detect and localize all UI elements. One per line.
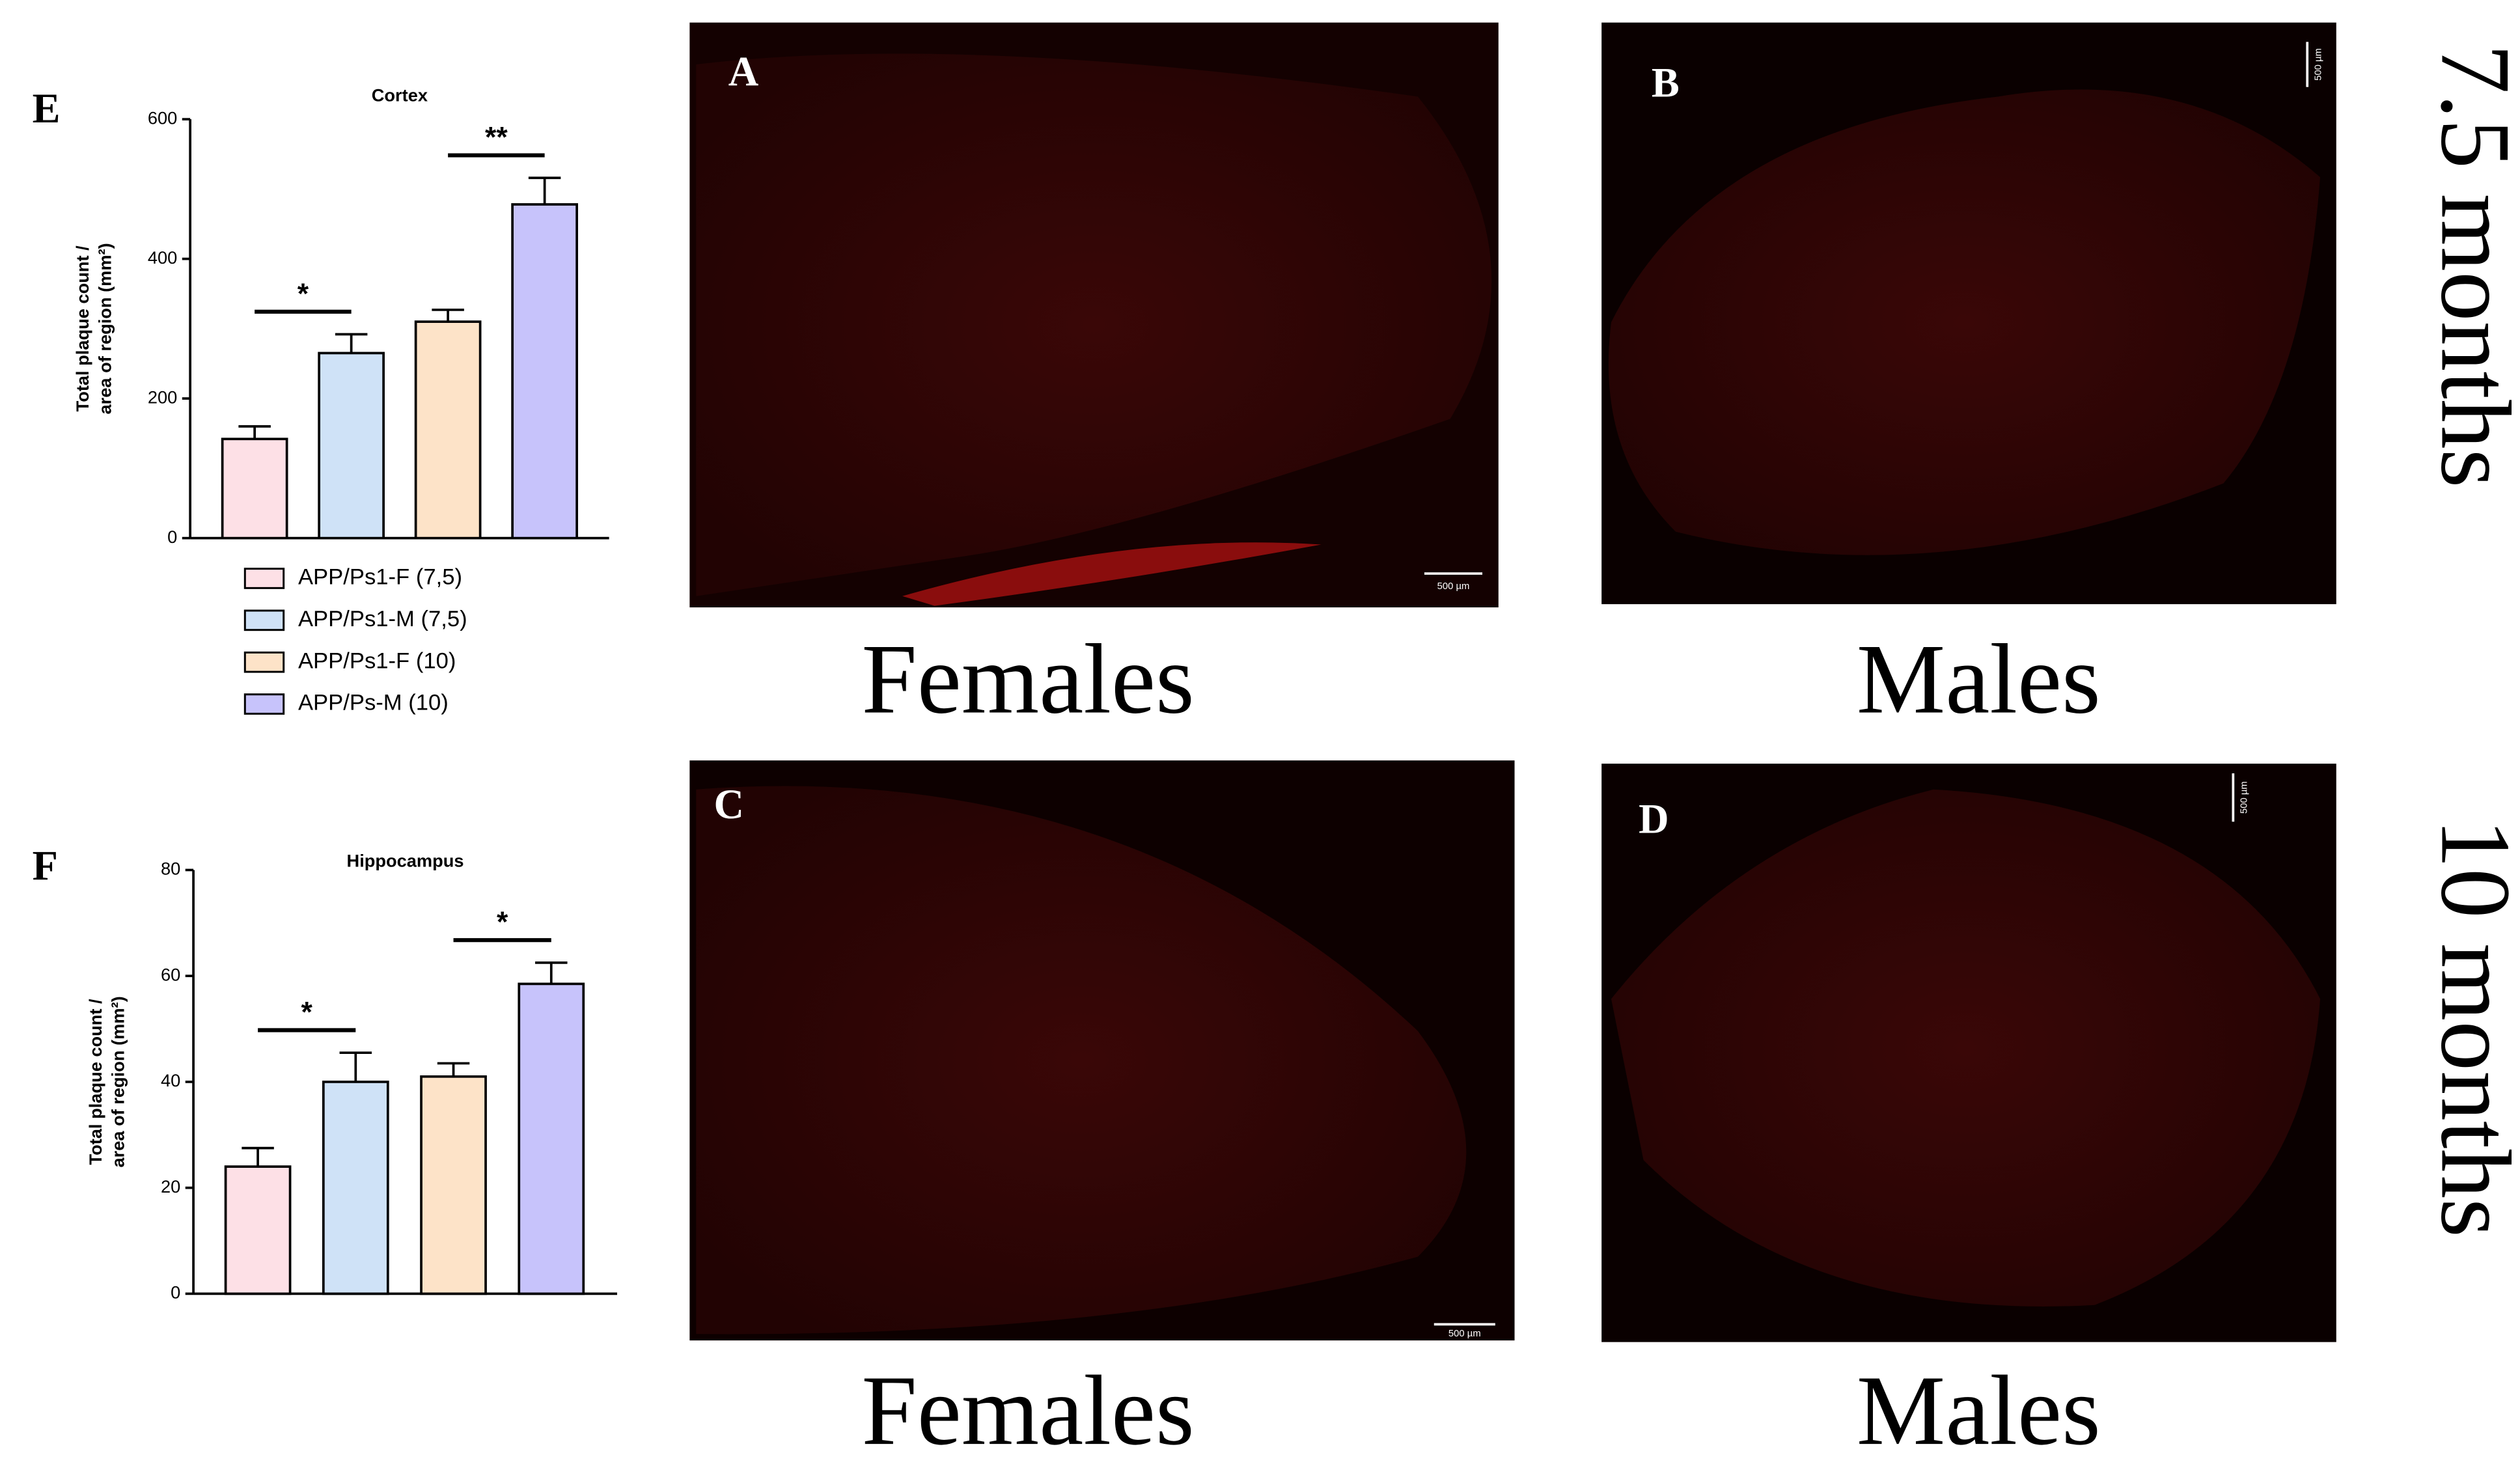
- legend-swatch: [243, 693, 285, 715]
- y-tick-label: 0: [167, 527, 177, 547]
- bar: [518, 982, 585, 1295]
- image-a: [689, 22, 1499, 608]
- y-tick-label: 200: [148, 387, 177, 407]
- legend-swatch: [243, 651, 285, 673]
- chart-title: Cortex: [372, 85, 428, 105]
- y-tick-label: 400: [148, 247, 177, 268]
- legend-swatch: [243, 568, 285, 589]
- caption: Females: [861, 1355, 1194, 1466]
- panel-letter: A: [728, 48, 758, 94]
- scale-label: 500 µm: [1448, 1329, 1481, 1339]
- bar: [221, 437, 288, 540]
- y-tick-label: 0: [171, 1282, 180, 1303]
- image-c: [689, 760, 1515, 1341]
- image-b: [1601, 22, 2336, 605]
- caption: Males: [1857, 1355, 2101, 1466]
- bar: [318, 352, 385, 540]
- y-tick-label: 600: [148, 107, 177, 128]
- scale-label: 500 µm: [2239, 781, 2250, 814]
- legend-label: APP/Ps1-F (10): [298, 648, 456, 673]
- significance-label: **: [485, 122, 508, 154]
- y-axis-label: area of region (mm²): [107, 996, 128, 1167]
- y-axis-label: area of region (mm²): [95, 243, 115, 414]
- panel-letter: F: [33, 842, 58, 889]
- legend-label: APP/Ps1-M (7,5): [298, 607, 467, 631]
- chart-title: Hippocampus: [347, 850, 464, 870]
- row-label: 7.5 months: [2420, 44, 2520, 488]
- scale-label: 500 µm: [2313, 48, 2323, 81]
- significance-label: *: [298, 278, 309, 310]
- y-axis-label: Total plaque count /: [85, 999, 105, 1165]
- panel-letter: C: [713, 781, 743, 827]
- panel-letter: E: [33, 85, 61, 131]
- bar: [224, 1165, 292, 1295]
- bar: [511, 203, 578, 540]
- caption: Females: [861, 624, 1194, 734]
- legend-label: APP/Ps1-F (7,5): [298, 565, 462, 590]
- bar: [420, 1075, 487, 1295]
- y-axis-label: Total plaque count /: [72, 245, 92, 411]
- significance-label: *: [301, 997, 313, 1029]
- image-d: [1601, 764, 2336, 1342]
- legend-label: APP/Ps-M (10): [298, 691, 449, 715]
- significance-label: *: [497, 906, 508, 938]
- row-label: 10 months: [2420, 818, 2520, 1237]
- y-tick-label: 20: [161, 1176, 180, 1196]
- bar: [414, 320, 482, 540]
- panel-letter: D: [1639, 795, 1668, 842]
- y-tick-label: 80: [161, 859, 180, 879]
- panel-letter: B: [1652, 59, 1680, 105]
- y-tick-label: 40: [161, 1070, 180, 1090]
- legend-swatch: [243, 609, 285, 631]
- y-tick-label: 60: [161, 964, 180, 984]
- caption: Males: [1857, 624, 2101, 734]
- scale-label: 500 µm: [1437, 581, 1470, 592]
- bar: [322, 1081, 389, 1295]
